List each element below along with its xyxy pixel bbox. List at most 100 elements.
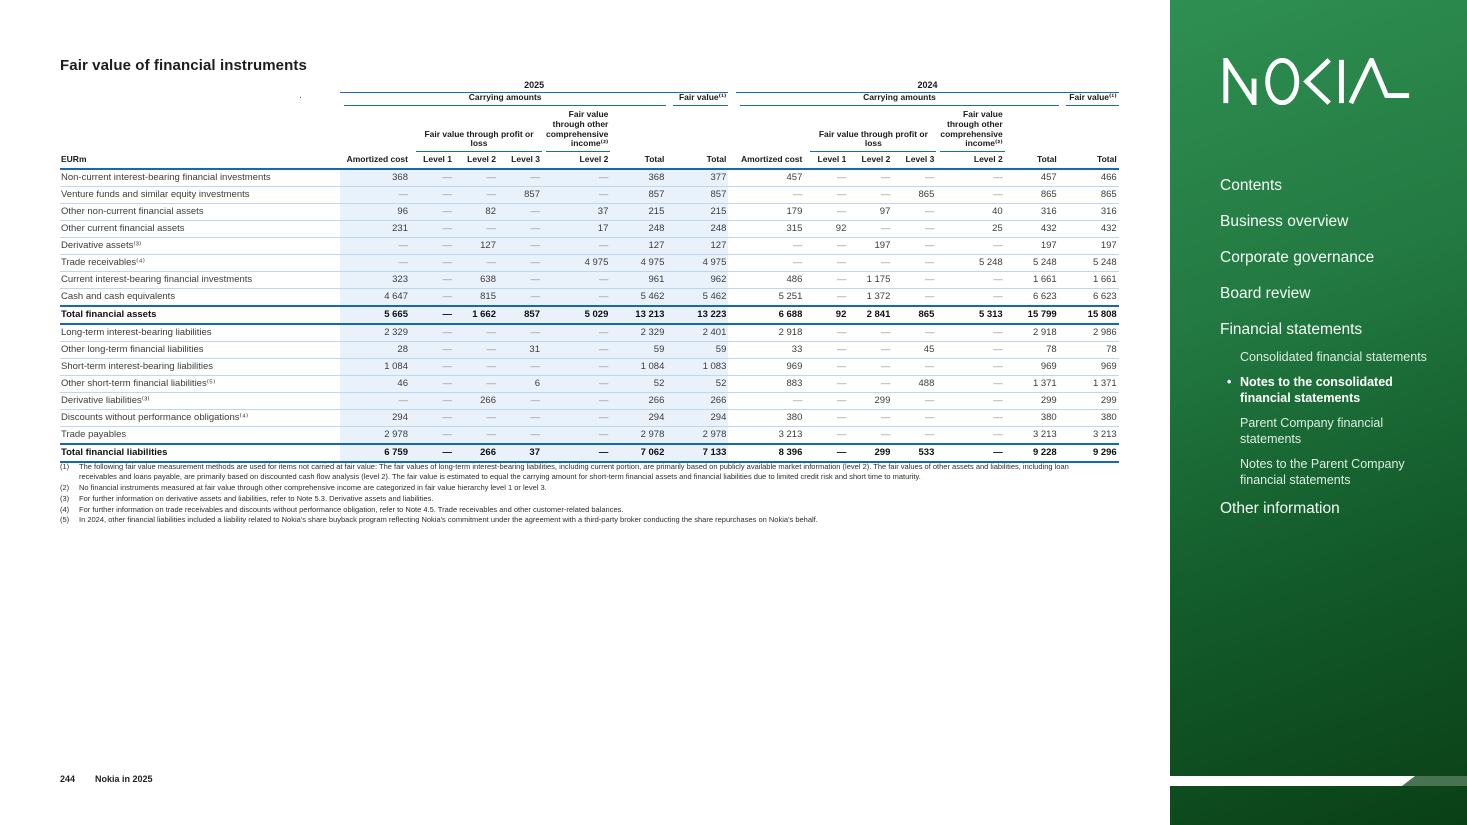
footnote: (4) For further information on trade rece… [60,505,1108,515]
value-cell-2024: — [936,392,1005,410]
value-cell-2025: — [454,358,498,376]
value-cell-2025: 857 [610,186,667,204]
footnote: (3) For further information on derivative… [60,494,1108,504]
page-title: Fair value of financial instruments [60,57,307,74]
value-cell-2025: — [498,168,542,187]
sidebar-item-label: Contents [1220,177,1283,194]
sidebar-item-corporate-governance[interactable]: Corporate governance [1220,248,1452,268]
row-label: Total financial liabilities [60,442,340,463]
value-cell-2025: 248 [610,220,667,238]
value-cell-2024: 33 [736,341,805,359]
value-cell-2025: — [454,375,498,393]
footer-stripe-band [1400,776,1467,786]
value-cell-2025: 368 [610,168,667,187]
table-row: Cash and cash equivalents 4 647—815— —5 46… [60,288,1119,307]
row-label: Derivative assets⁽³⁾ [60,237,340,255]
value-cell-2024: — [936,341,1005,359]
table-row: Venture funds and similar equity investm… [60,186,1119,204]
value-cell-2024: 5 248 [936,254,1005,272]
value-cell-2024: 3 213 [1004,426,1059,445]
value-cell-2025: — [542,271,611,289]
value-cell-2024: 6 623 [1058,288,1119,307]
sidebar-item-financial-statements[interactable]: Financial statements [1220,320,1452,340]
value-cell-2024: 2 918 [1004,323,1059,342]
value-cell-2025: 323 [340,271,410,289]
value-cell-2025: 52 [610,375,667,393]
value-cell-2025: 266 [666,392,729,410]
value-cell-2024: 316 [1058,203,1119,221]
value-cell-2024: 1 175 [848,271,893,289]
column-header: Level 2 [848,152,893,170]
year-gap [728,203,737,221]
row-label: Trade receivables⁽⁴⁾ [60,254,340,272]
value-cell-2025: 857 [498,304,542,325]
sidebar-item-contents[interactable]: Contents [1220,176,1452,196]
sidebar-item-board-review[interactable]: Board review [1220,284,1452,304]
value-cell-2025: — [542,442,611,463]
table-row: Other current financial assets 231— — —17 24… [60,220,1119,238]
sidebar-item-label: Corporate governance [1220,249,1375,266]
value-cell-2024: — [848,375,893,393]
value-cell-2025: — [498,203,542,221]
value-cell-2025: 266 [610,392,667,410]
value-cell-2025: 5 665 [340,304,410,325]
sidebar-item-other-information[interactable]: Other information [1220,499,1452,519]
value-cell-2024: — [848,186,893,204]
table-row: Current interest-bearing financial inves… [60,271,1119,289]
table-row: Short-term interest-bearing liabilities 1… [60,358,1119,376]
value-cell-2024: 488 [892,375,937,393]
sidebar-item-notes-to-the-consolidated-financial-statements[interactable]: • Notes to the consolidated financial sta… [1227,374,1430,406]
page-footer: 244 Nokia in 2025 [60,774,153,784]
value-cell-2025: 4 975 [610,254,667,272]
value-cell-2025: — [410,186,454,204]
row-label: Short-term interest-bearing liabilities [60,358,340,376]
value-cell-2024: — [804,323,849,342]
sidebar-item-consolidated-financial-statements[interactable]: Consolidated financial statements [1240,349,1430,365]
value-cell-2024: 15 808 [1058,304,1119,325]
value-cell-2024: 865 [892,304,937,325]
value-cell-2024: — [936,375,1005,393]
column-header: Level 1 [410,152,454,170]
value-cell-2024: 25 [936,220,1005,238]
year-gap [728,186,737,204]
value-cell-2025: — [542,426,611,445]
value-cell-2025: 7 133 [666,442,729,463]
sidebar-item-notes-to-the-parent-company-financial-statements[interactable]: Notes to the Parent Company financial st… [1240,456,1430,488]
value-cell-2024: 92 [804,220,849,238]
value-cell-2024: 316 [1004,203,1059,221]
value-cell-2024: — [936,442,1005,463]
value-cell-2025: — [542,168,611,187]
value-cell-2024: 380 [1004,409,1059,427]
value-cell-2024: — [736,392,805,410]
value-cell-2025: 1 084 [610,358,667,376]
year-gap [728,220,737,238]
value-cell-2025: — [454,409,498,427]
value-cell-2024: 969 [736,358,805,376]
value-cell-2025: — [454,323,498,342]
table-row: Total financial assets 5 665—1 662 857 5 02… [60,304,1119,325]
value-cell-2025: 294 [666,409,729,427]
value-cell-2024: — [936,323,1005,342]
value-cell-2024: 432 [1058,220,1119,238]
sidebar-item-business-overview[interactable]: Business overview [1220,212,1452,232]
value-cell-2025: — [498,237,542,255]
value-cell-2025: 962 [666,271,729,289]
value-cell-2025: 294 [340,409,410,427]
value-cell-2024: — [848,323,893,342]
footnote-text: In 2024, other financial liabilities inc… [79,515,818,525]
value-cell-2024: 45 [892,341,937,359]
table-row: Other non-current financial assets 96—82—… [60,203,1119,221]
value-cell-2025: 215 [610,203,667,221]
year-gap [728,106,736,152]
value-cell-2024: 9 296 [1058,442,1119,463]
sidebar-item-parent-company-financial-statements[interactable]: Parent Company financial statements [1240,415,1430,447]
value-cell-2025: 1 084 [340,358,410,376]
value-cell-2025: 37 [542,203,611,221]
row-label: Discounts without performance obligation… [60,409,340,427]
value-cell-2025: 248 [666,220,729,238]
value-cell-2024: — [804,358,849,376]
value-cell-2025: — [454,426,498,445]
value-cell-2025: 2 401 [666,323,729,342]
value-cell-2025: — [410,409,454,427]
value-cell-2025: — [340,392,410,410]
